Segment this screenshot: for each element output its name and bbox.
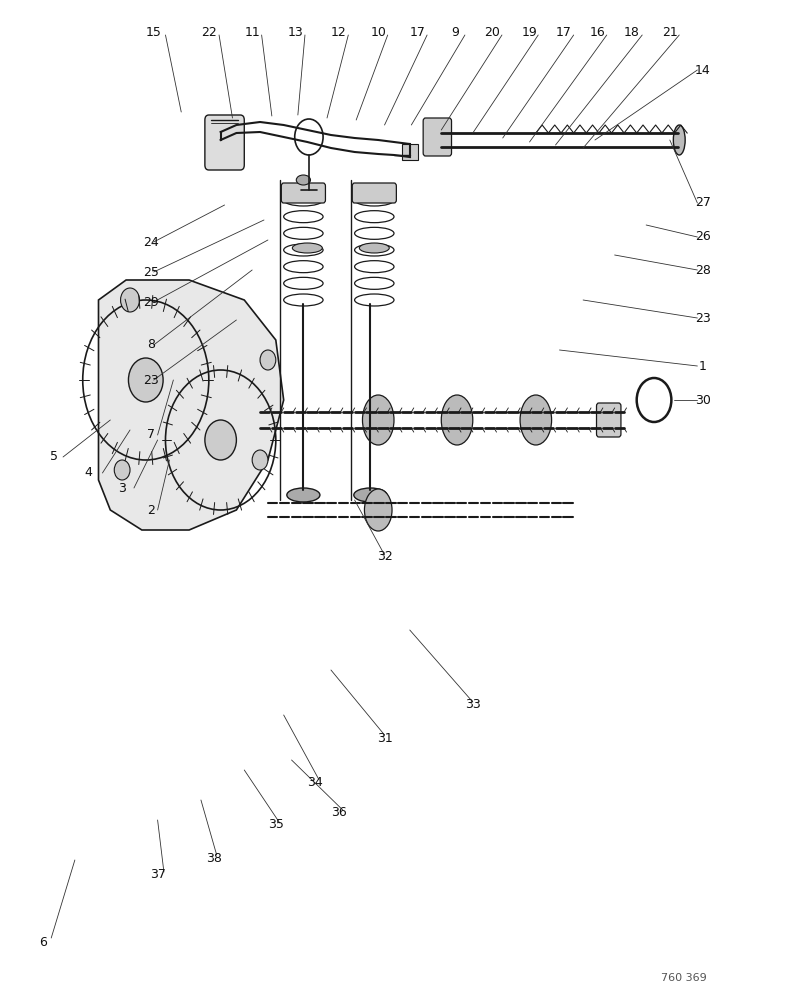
Text: 30: 30 — [695, 393, 711, 406]
Text: 760 369: 760 369 — [661, 973, 707, 983]
Ellipse shape — [354, 488, 387, 502]
Text: 14: 14 — [695, 64, 711, 77]
Circle shape — [260, 350, 276, 370]
Text: 18: 18 — [624, 25, 640, 38]
Text: 11: 11 — [244, 25, 260, 38]
Circle shape — [252, 450, 268, 470]
Text: 28: 28 — [695, 263, 711, 276]
Text: 10: 10 — [370, 25, 386, 38]
Ellipse shape — [520, 395, 552, 445]
Text: 3: 3 — [118, 482, 126, 494]
FancyBboxPatch shape — [597, 403, 621, 437]
Text: 34: 34 — [307, 776, 323, 788]
FancyBboxPatch shape — [423, 118, 452, 156]
Text: 1: 1 — [699, 360, 707, 372]
Circle shape — [128, 358, 163, 402]
Text: 32: 32 — [377, 550, 392, 564]
Ellipse shape — [362, 395, 394, 445]
Text: 38: 38 — [206, 852, 222, 864]
Text: 13: 13 — [288, 25, 303, 38]
Ellipse shape — [296, 175, 310, 185]
Text: 5: 5 — [50, 450, 58, 464]
Text: 2: 2 — [147, 504, 155, 516]
Text: 21: 21 — [662, 25, 678, 38]
Text: 37: 37 — [150, 868, 165, 882]
Ellipse shape — [441, 395, 473, 445]
Text: 17: 17 — [556, 25, 571, 38]
Text: 15: 15 — [146, 25, 162, 38]
Text: 27: 27 — [695, 196, 711, 210]
Text: 19: 19 — [522, 25, 537, 38]
Text: 17: 17 — [410, 25, 426, 38]
Polygon shape — [98, 280, 284, 530]
Text: 24: 24 — [143, 235, 159, 248]
Text: 9: 9 — [452, 25, 459, 38]
Text: 16: 16 — [589, 25, 605, 38]
Text: 23: 23 — [143, 373, 159, 386]
Text: 35: 35 — [268, 818, 284, 832]
Text: 20: 20 — [485, 25, 500, 38]
FancyBboxPatch shape — [281, 183, 325, 203]
Text: 4: 4 — [84, 466, 92, 480]
Ellipse shape — [673, 125, 685, 155]
Text: 7: 7 — [147, 428, 155, 442]
Text: 8: 8 — [147, 338, 155, 352]
Text: 33: 33 — [465, 698, 481, 712]
Ellipse shape — [287, 488, 320, 502]
Ellipse shape — [359, 243, 389, 253]
Text: 31: 31 — [377, 732, 392, 744]
Text: 25: 25 — [143, 265, 159, 278]
Circle shape — [205, 420, 236, 460]
Text: 26: 26 — [695, 231, 711, 243]
Bar — [402, 144, 418, 160]
Text: 36: 36 — [331, 806, 347, 818]
FancyBboxPatch shape — [205, 115, 244, 170]
Text: 22: 22 — [201, 25, 217, 38]
Text: 12: 12 — [331, 25, 347, 38]
Circle shape — [114, 460, 130, 480]
Ellipse shape — [292, 243, 322, 253]
Circle shape — [121, 288, 139, 312]
Text: 29: 29 — [143, 296, 159, 308]
FancyBboxPatch shape — [352, 183, 396, 203]
Text: 6: 6 — [39, 936, 47, 948]
Text: 23: 23 — [695, 312, 711, 324]
Ellipse shape — [364, 489, 392, 531]
